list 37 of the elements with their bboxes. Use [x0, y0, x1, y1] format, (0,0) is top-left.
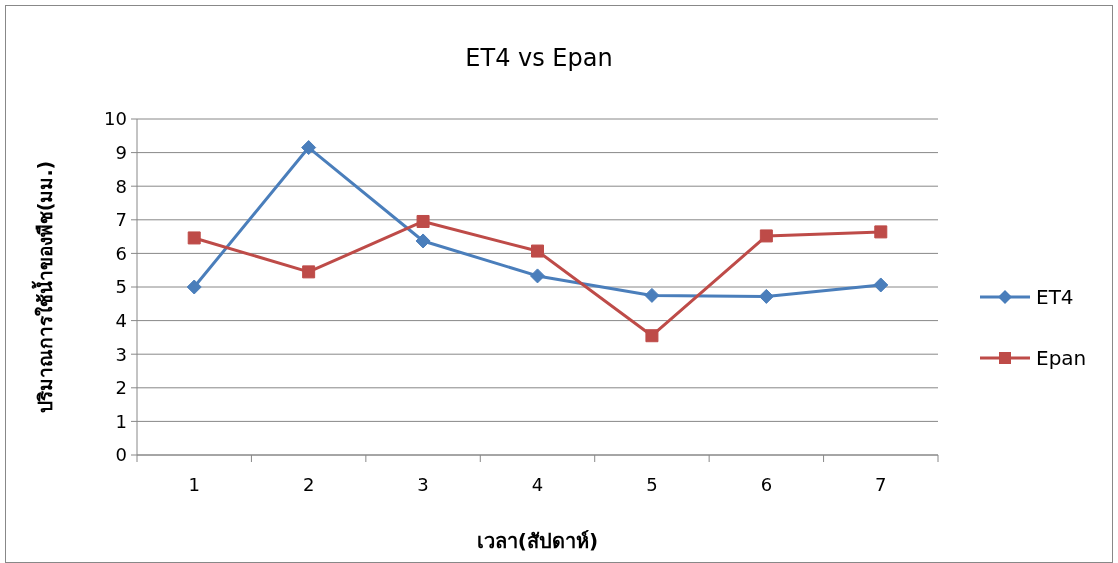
- y-tick-label: 7: [115, 209, 127, 231]
- point: [530, 268, 545, 284]
- legend-label: ET4: [1036, 285, 1074, 309]
- y-tick-label: 9: [115, 141, 127, 163]
- x-tick-label: 4: [531, 474, 544, 495]
- y-tick-label: 6: [115, 242, 127, 264]
- point: [758, 288, 774, 304]
- point: [302, 265, 316, 279]
- point: [644, 287, 660, 303]
- x-tick-label: 2: [302, 474, 315, 495]
- x-tick-label: 5: [646, 474, 658, 495]
- chart-title: ET4 vs Epan: [465, 44, 613, 72]
- point: [759, 229, 773, 243]
- y-tick-label: 3: [115, 343, 127, 365]
- legend-label: Epan: [1036, 346, 1087, 370]
- point: [874, 225, 888, 239]
- point: [645, 329, 659, 343]
- point: [416, 214, 430, 228]
- x-tick-label: 3: [417, 474, 429, 495]
- x-axis-title: เวลา(สัปดาห์): [476, 529, 599, 553]
- x-tick-label: 6: [760, 474, 773, 495]
- point: [301, 140, 317, 156]
- y-tick-label: 8: [115, 175, 127, 197]
- point: [873, 277, 889, 293]
- point: [415, 233, 431, 249]
- y-tick-label: 5: [115, 276, 127, 298]
- y-tick-label: 10: [104, 108, 127, 130]
- y-axis-title: ปริมาณการใช้น้ำของพืช(มม.): [31, 160, 56, 414]
- point: [186, 279, 202, 295]
- point: [531, 244, 544, 258]
- y-tick-label: 2: [115, 377, 127, 399]
- point: [187, 231, 201, 245]
- y-tick-label: 4: [115, 309, 127, 331]
- x-tick-label: 7: [875, 474, 887, 495]
- y-tick-label: 0: [115, 444, 127, 466]
- y-tick-label: 1: [115, 410, 127, 432]
- x-tick-label: 1: [188, 474, 200, 495]
